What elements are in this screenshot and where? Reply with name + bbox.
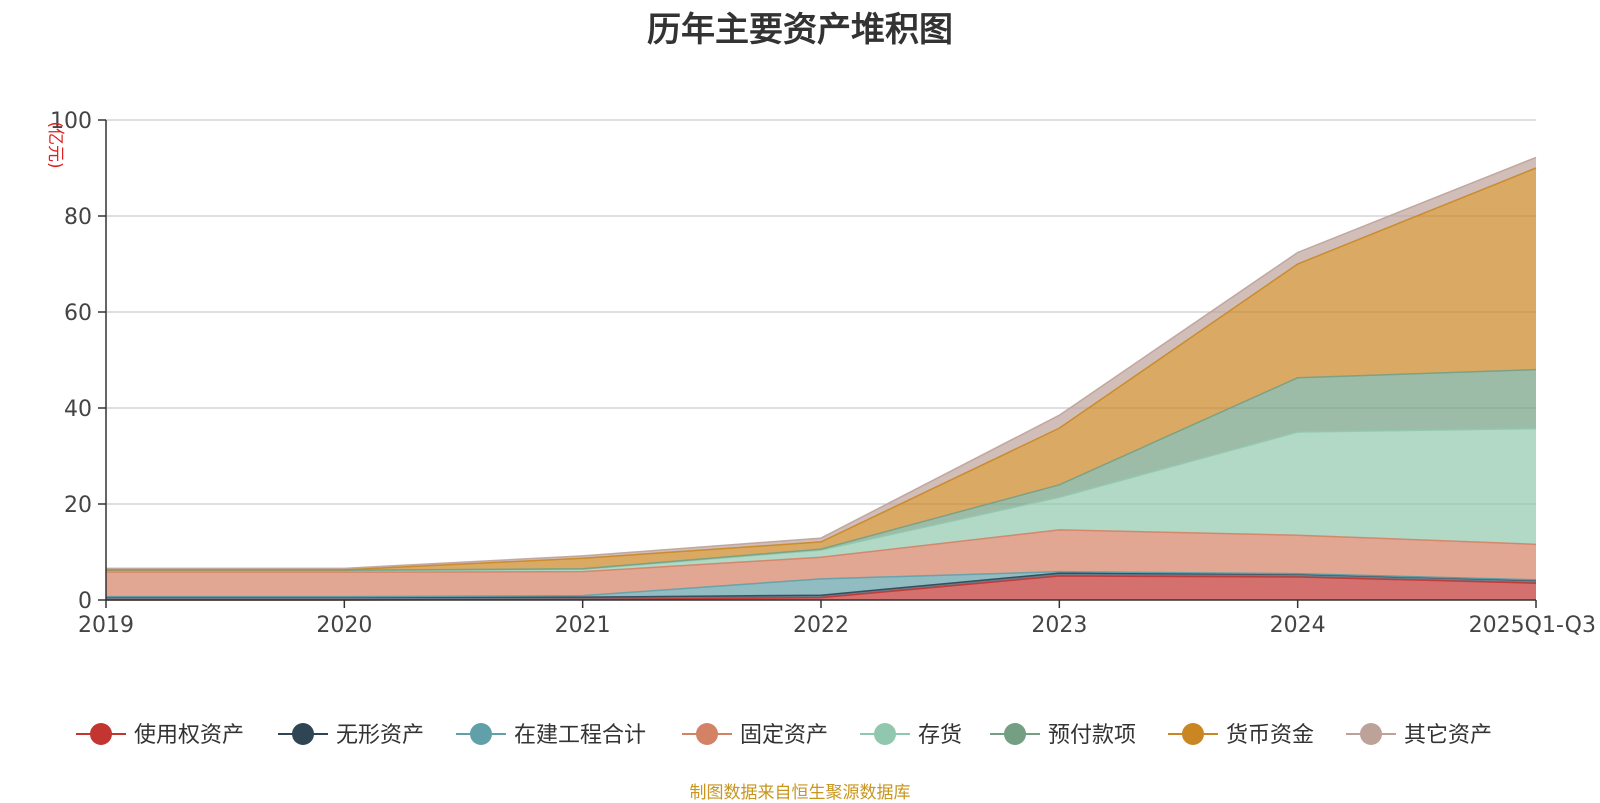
legend-item-无形资产[interactable]: 无形资产: [278, 723, 424, 748]
legend-label: 存货: [918, 723, 962, 748]
legend-marker: [1182, 723, 1204, 745]
line-其它资产: [106, 156, 1537, 570]
legend-marker: [874, 723, 896, 745]
y-tick-label: 20: [64, 493, 92, 518]
x-tick-label: 2019: [78, 613, 134, 638]
legend-label: 预付款项: [1048, 723, 1136, 748]
y-tick-label: 100: [50, 109, 92, 134]
chart-title: 历年主要资产堆积图: [647, 10, 953, 50]
y-tick-label: 40: [64, 397, 92, 422]
legend-marker: [696, 723, 718, 745]
legend-label: 在建工程合计: [514, 723, 646, 748]
legend-label: 固定资产: [740, 723, 828, 748]
x-tick-label: 2022: [793, 613, 849, 638]
area-预付款项: [106, 369, 1536, 571]
legend-label: 无形资产: [336, 723, 424, 748]
legend-item-货币资金[interactable]: 货币资金: [1168, 723, 1314, 748]
legend-label: 其它资产: [1404, 723, 1492, 748]
line-货币资金: [106, 167, 1537, 571]
legend-item-预付款项[interactable]: 预付款项: [990, 723, 1136, 748]
area-存货: [106, 428, 1536, 573]
area-使用权资产: [106, 576, 1536, 600]
area-货币资金: [106, 168, 1536, 571]
x-tick-label: 2024: [1270, 613, 1326, 638]
legend-label: 货币资金: [1226, 723, 1314, 748]
legend-item-其它资产[interactable]: 其它资产: [1346, 723, 1492, 748]
legend-marker: [470, 723, 492, 745]
y-tick-label: 60: [64, 301, 92, 326]
legend-item-存货[interactable]: 存货: [860, 723, 962, 748]
data-source-note: 制图数据来自恒生聚源数据库: [689, 783, 911, 803]
y-tick-label: 0: [78, 589, 92, 614]
legend-marker: [292, 723, 314, 745]
area-series-group: [106, 157, 1536, 600]
x-tick-label: 2023: [1031, 613, 1087, 638]
area-在建工程合计: [106, 571, 1536, 598]
legend-marker: [90, 723, 112, 745]
legend-marker: [1004, 723, 1026, 745]
y-tick-label: 80: [64, 205, 92, 230]
legend-item-在建工程合计[interactable]: 在建工程合计: [456, 723, 646, 748]
legend[interactable]: 使用权资产 无形资产 在建工程合计 固定资产 存货 预付款项 货币资金 其它资产: [76, 723, 1492, 748]
x-tick-label: 2025Q1-Q3: [1469, 613, 1596, 638]
legend-item-使用权资产[interactable]: 使用权资产: [76, 723, 244, 748]
legend-marker: [1360, 723, 1382, 745]
legend-item-固定资产[interactable]: 固定资产: [682, 723, 828, 748]
area-固定资产: [106, 529, 1536, 597]
x-tick-label: 2020: [316, 613, 372, 638]
line-在建工程合计: [106, 570, 1537, 598]
legend-label: 使用权资产: [134, 723, 244, 748]
y-axis-unit-label: (亿元): [45, 121, 65, 168]
axes: 0 20 40 60 80 100 2019 2020 2021 2022 2023 2024 2025…: [45, 109, 1596, 638]
x-tick-label: 2021: [555, 613, 611, 638]
series-lines: [106, 156, 1537, 601]
line-固定资产: [106, 529, 1537, 573]
